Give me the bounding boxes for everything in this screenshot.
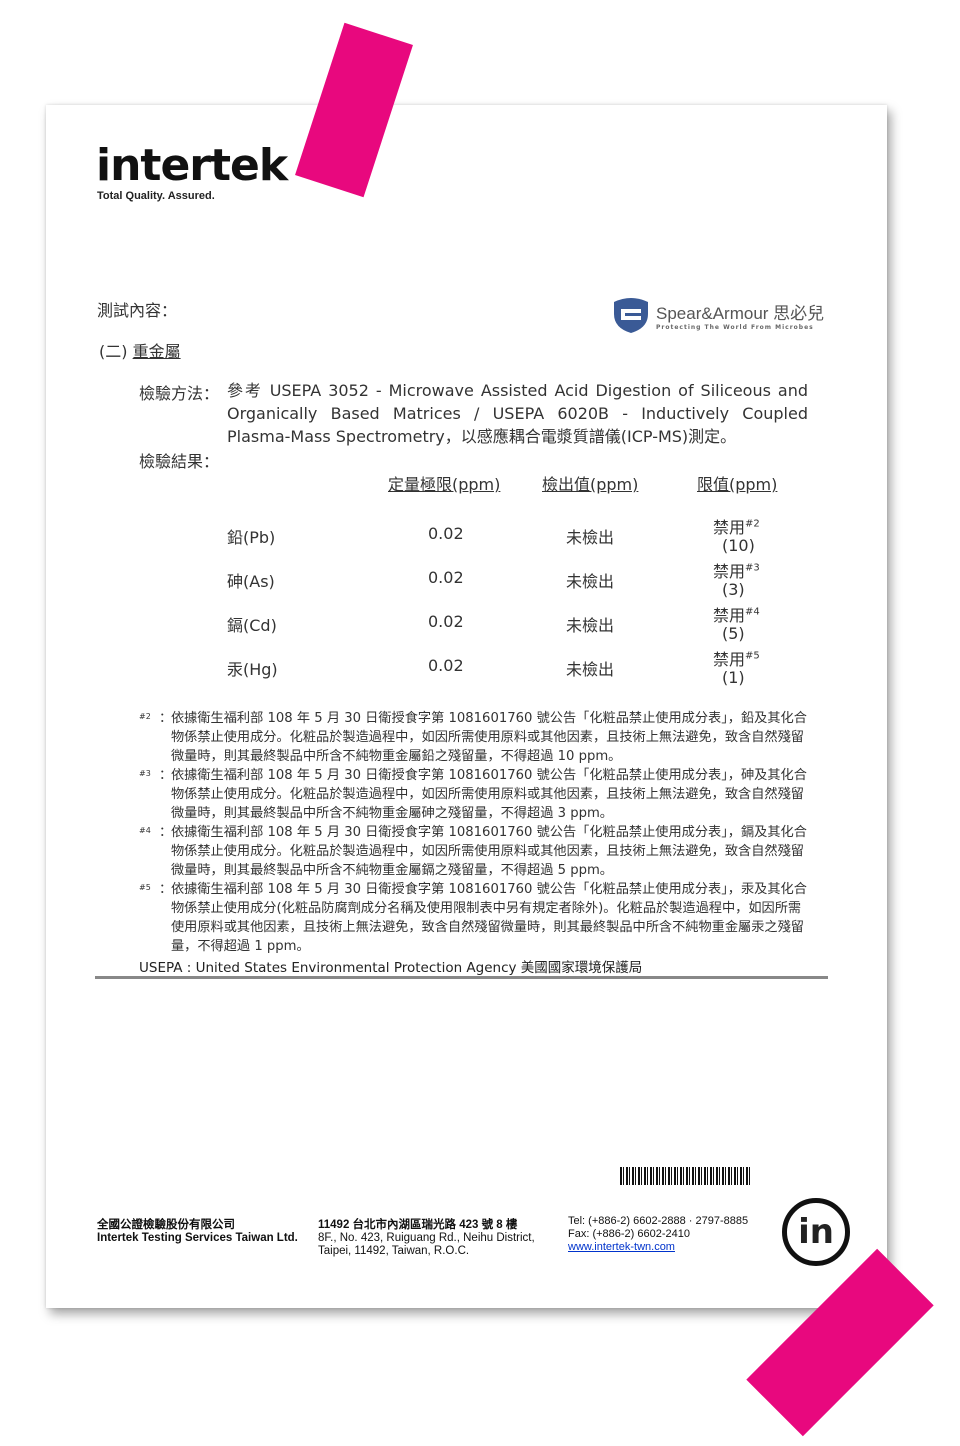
footnote: #4 ：依據衛生福利部 108 年 5 月 30 日衛授食字第 10816017… <box>139 825 807 878</box>
section-subtitle: (二) 重金屬 <box>99 342 181 361</box>
intertek-badge-icon: in <box>782 1198 850 1266</box>
header-detected: 檢出值(ppm) <box>542 475 639 494</box>
limit-label: 禁用#2 <box>713 518 760 537</box>
header-limit: 限值(ppm) <box>697 475 778 494</box>
barcode <box>620 1167 751 1185</box>
limit-label: 禁用#3 <box>713 562 760 581</box>
test-item: 汞(Hg) <box>227 660 278 679</box>
detected-value: 未檢出 <box>566 572 615 591</box>
footnote: #5 ：依據衛生福利部 108 年 5 月 30 日衛授食字第 10816017… <box>139 882 807 954</box>
test-item: 鉛(Pb) <box>227 528 276 547</box>
detected-value: 未檢出 <box>566 616 615 635</box>
method-text: 參考 USEPA 3052 - Microwave Assisted Acid … <box>227 381 808 446</box>
method-label: 檢驗方法： <box>139 384 220 403</box>
report-page <box>46 105 887 1308</box>
tagline: Total Quality. Assured. <box>97 190 215 202</box>
company-zh: 全國公證檢驗股份有限公司 <box>97 1219 235 1231</box>
limit-value: (5) <box>722 624 745 643</box>
intertek-logo: intertek <box>96 140 288 191</box>
footnote: #3 ：依據衛生福利部 108 年 5 月 30 日衛授食字第 10816017… <box>139 768 807 821</box>
website-link[interactable]: www.intertek-twn.com <box>568 1241 675 1253</box>
usepa-note: USEPA : United States Environmental Prot… <box>139 960 643 976</box>
detected-value: 未檢出 <box>566 660 615 679</box>
limit-label: 禁用#5 <box>713 650 760 669</box>
limit-label: 禁用#4 <box>713 606 760 625</box>
loq-value: 0.02 <box>428 568 464 587</box>
address-en-2: Taipei, 11492, Taiwan, R.O.C. <box>318 1245 470 1257</box>
shield-icon <box>614 298 648 333</box>
spear-armour-logo: Spear&Armour 思必兒 Protecting The World Fro… <box>612 296 824 334</box>
address-zh: 11492 台北市內湖區瑞光路 423 號 8 樓 <box>318 1219 518 1231</box>
test-item: 砷(As) <box>227 572 275 591</box>
loq-value: 0.02 <box>428 612 464 631</box>
test-item: 鎘(Cd) <box>227 616 277 635</box>
tel: Tel: (+886-2) 6602-2888 · 2797-8885 <box>568 1215 749 1227</box>
loq-value: 0.02 <box>428 656 464 675</box>
loq-value: 0.02 <box>428 524 464 543</box>
footnote: #2 ：依據衛生福利部 108 年 5 月 30 日衛授食字第 10816017… <box>139 711 807 764</box>
results-label: 檢驗結果： <box>139 452 220 471</box>
divider <box>95 976 828 979</box>
header-loq: 定量極限(ppm) <box>388 475 501 494</box>
limit-value: (1) <box>722 668 745 687</box>
fax: Fax: (+886-2) 6602-2410 <box>568 1228 690 1240</box>
address-en: 8F., No. 423, Ruiguang Rd., Neihu Distri… <box>318 1232 535 1244</box>
detected-value: 未檢出 <box>566 528 615 547</box>
limit-value: (3) <box>722 580 745 599</box>
company-en: Intertek Testing Services Taiwan Ltd. <box>97 1232 298 1244</box>
section-title: 測試內容： <box>97 301 178 320</box>
limit-value: (10) <box>722 536 755 555</box>
